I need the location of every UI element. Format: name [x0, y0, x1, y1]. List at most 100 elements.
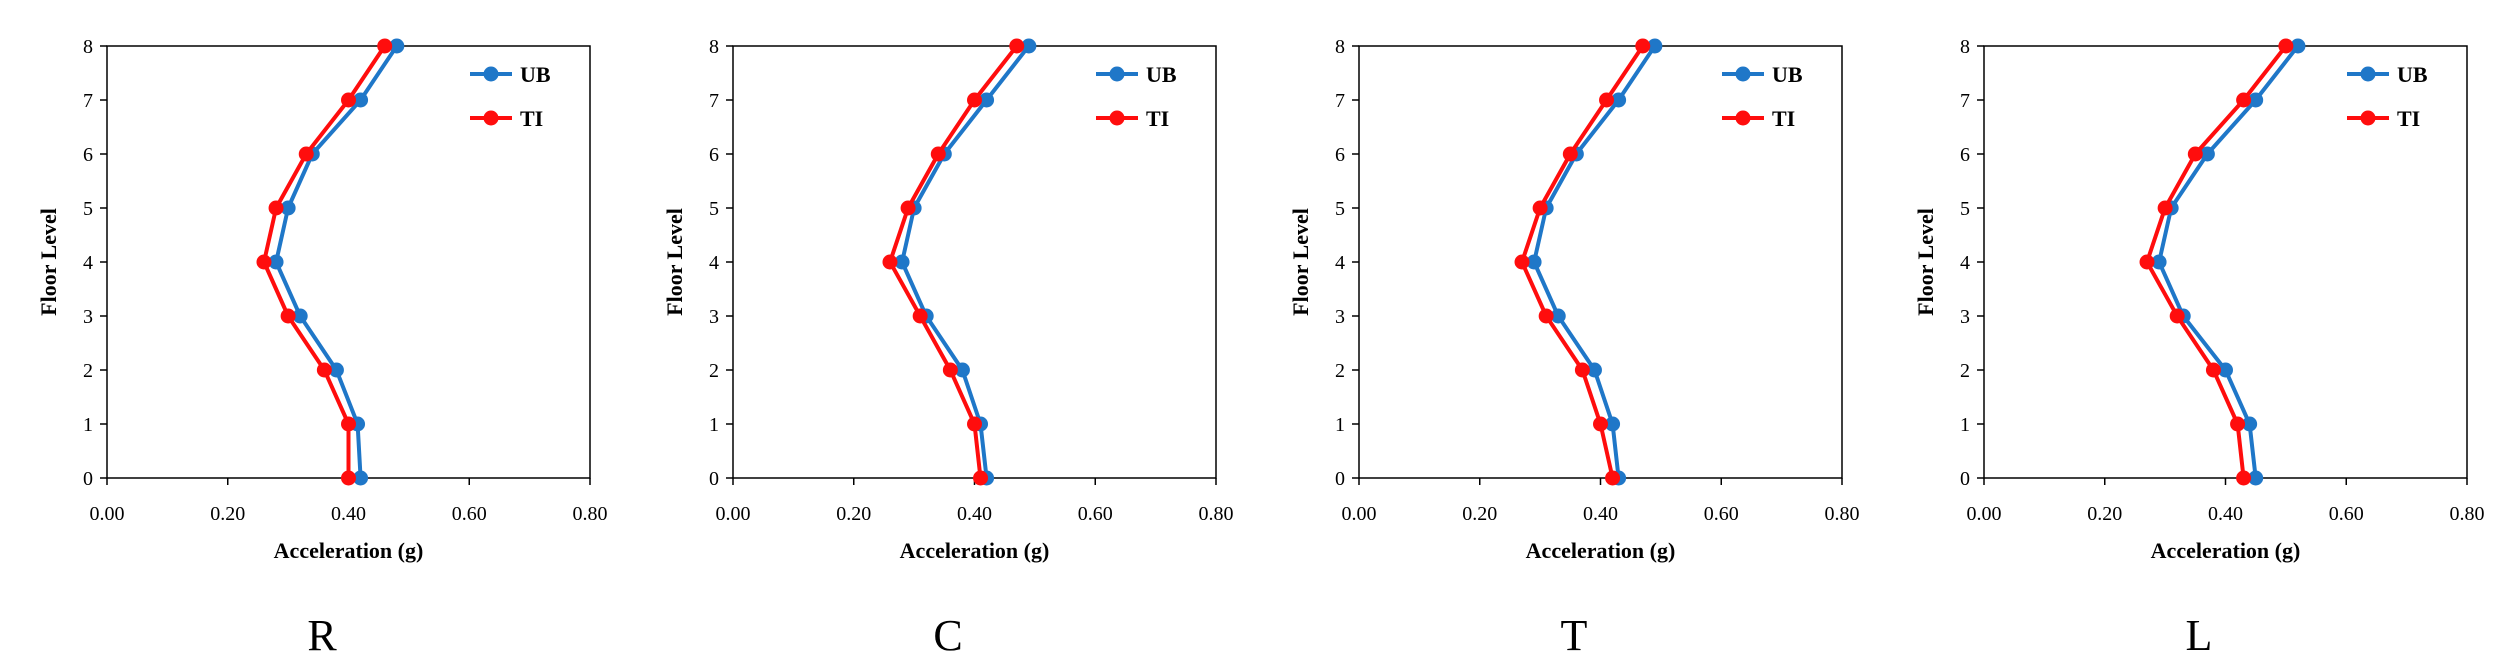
data-point-ti	[2236, 470, 2252, 486]
y-tick-label: 5	[709, 198, 719, 220]
y-tick-label: 1	[709, 414, 719, 436]
panel-label: C	[933, 611, 962, 660]
data-point-ub	[1550, 308, 1566, 324]
data-point-ti	[341, 92, 356, 108]
x-axis-title: Acceleration (g)	[1526, 538, 1676, 563]
x-tick-label: 0.20	[2087, 503, 2122, 525]
legend-marker-ub	[2360, 66, 2376, 82]
y-axis-title: Floor Level	[1288, 208, 1313, 316]
y-tick-label: 4	[1960, 252, 1970, 274]
panel-label: R	[307, 611, 337, 660]
y-tick-label: 8	[1335, 36, 1345, 58]
data-point-ti	[1605, 470, 1621, 486]
data-point-ti	[1009, 38, 1025, 54]
x-tick-label: 0.20	[1462, 503, 1497, 525]
data-point-ti	[298, 146, 314, 162]
data-point-ti	[942, 362, 958, 378]
data-point-ti	[268, 200, 284, 216]
y-tick-label: 6	[1335, 144, 1345, 166]
data-point-ti	[900, 200, 916, 216]
y-tick-label: 5	[1335, 198, 1345, 220]
data-point-ti	[1562, 146, 1578, 162]
data-point-ti	[2157, 200, 2173, 216]
x-tick-label: 0.60	[1078, 503, 1113, 525]
y-tick-label: 5	[1960, 198, 1970, 220]
chart-panel-l: 0 1 2 3 4 5 6 7 8 0.00 0.20 0.40 0.60 0.80 Acceleratio…	[1913, 36, 2485, 660]
data-point-ti	[2139, 254, 2155, 270]
y-tick-label: 1	[1960, 414, 1970, 436]
data-point-ub	[268, 254, 284, 270]
y-tick-label: 0	[1960, 468, 1970, 490]
panel-label: T	[1561, 611, 1588, 660]
data-point-ti	[1574, 362, 1590, 378]
legend-marker-ti	[483, 110, 499, 126]
data-point-ub	[1605, 416, 1621, 432]
y-tick-label: 3	[1335, 306, 1345, 328]
data-point-ti	[341, 416, 356, 432]
data-point-ti	[973, 470, 989, 486]
data-point-ub	[1647, 38, 1663, 54]
y-tick-label: 0	[709, 468, 719, 490]
data-point-ub	[2151, 254, 2167, 270]
data-point-ub	[2218, 362, 2233, 378]
data-point-ti	[341, 470, 356, 486]
data-point-ub	[353, 470, 369, 486]
y-tick-label: 3	[83, 306, 93, 328]
data-point-ti	[1538, 308, 1554, 324]
y-tick-label: 4	[709, 252, 719, 274]
x-tick-label: 0.40	[331, 503, 366, 525]
data-point-ti	[1599, 92, 1615, 108]
x-tick-label: 0.40	[1583, 503, 1618, 525]
y-tick-label: 2	[709, 360, 719, 382]
y-tick-label: 0	[83, 468, 93, 490]
data-point-ti	[2278, 38, 2294, 54]
legend-marker-ub	[1109, 66, 1125, 82]
x-axis-title: Acceleration (g)	[900, 538, 1050, 563]
data-point-ti	[1514, 254, 1530, 270]
data-point-ti	[2230, 416, 2246, 432]
y-tick-label: 4	[1335, 252, 1345, 274]
x-tick-label: 0.00	[90, 503, 125, 525]
chart-panel-c: 0 1 2 3 4 5 6 7 8 0.00 0.20 0.40 0.60 0.80 Acceleratio…	[662, 36, 1234, 660]
x-tick-label: 0.80	[573, 503, 608, 525]
y-tick-label: 7	[83, 90, 93, 112]
data-point-ub	[2242, 416, 2258, 432]
y-tick-label: 7	[709, 90, 719, 112]
x-tick-label: 0.20	[836, 503, 871, 525]
data-point-ti	[912, 308, 928, 324]
x-tick-label: 0.00	[716, 503, 751, 525]
data-point-ti	[2169, 308, 2185, 324]
data-point-ti	[280, 308, 296, 324]
data-point-ub	[1586, 362, 1602, 378]
y-tick-label: 6	[83, 144, 93, 166]
y-tick-label: 0	[1335, 468, 1345, 490]
x-tick-label: 0.80	[2450, 503, 2485, 525]
x-tick-label: 0.40	[2208, 503, 2243, 525]
x-tick-label: 0.80	[1825, 503, 1860, 525]
chart-panel-t: 0 1 2 3 4 5 6 7 8 0.00 0.20 0.40 0.60 0.80 Acceleratio…	[1288, 36, 1860, 660]
legend-label-ub: UB	[1772, 62, 1803, 87]
data-point-ub	[2248, 470, 2264, 486]
data-point-ub	[389, 38, 405, 54]
y-tick-label: 1	[83, 414, 93, 436]
y-tick-label: 7	[1960, 90, 1970, 112]
legend-label-ub: UB	[2397, 62, 2428, 87]
y-tick-label: 2	[83, 360, 93, 382]
y-tick-label: 2	[1960, 360, 1970, 382]
legend-marker-ti	[2360, 110, 2376, 126]
legend-marker-ub	[1735, 66, 1751, 82]
y-tick-label: 8	[83, 36, 93, 58]
data-point-ti	[256, 254, 272, 270]
y-tick-label: 7	[1335, 90, 1345, 112]
data-point-ti	[1593, 416, 1608, 432]
data-point-ub	[2290, 38, 2306, 54]
data-point-ub	[954, 362, 970, 378]
legend-label-ti: TI	[1146, 106, 1169, 131]
data-point-ti	[2205, 362, 2221, 378]
legend-label-ub: UB	[520, 62, 551, 87]
data-point-ti	[967, 416, 982, 432]
y-tick-label: 6	[709, 144, 719, 166]
plot-area	[1983, 45, 2468, 479]
data-point-ti	[1635, 38, 1651, 54]
